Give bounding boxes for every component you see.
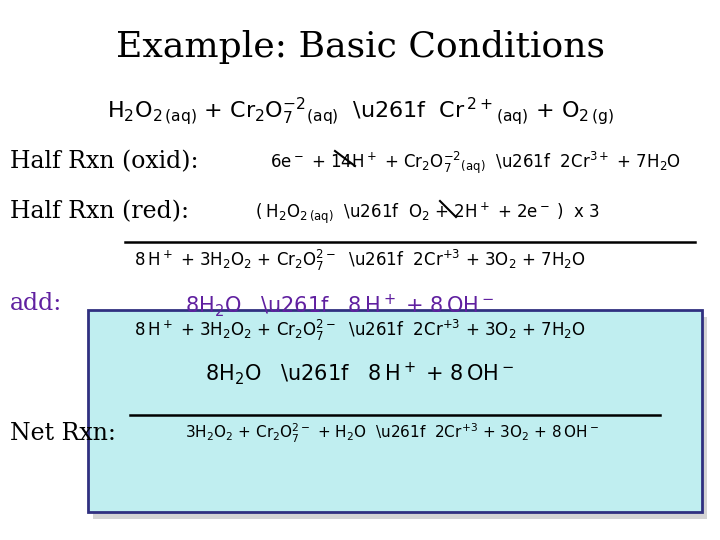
Text: $\mathsf{8H_2O}$   \u261f   $\mathsf{8\,H^+}$ $+$ $\mathsf{8\,OH^-}$: $\mathsf{8H_2O}$ \u261f $\mathsf{8\,H^+}… xyxy=(185,292,494,319)
Text: $( \; \mathsf{H_2O_{2\,(aq)}}$  \u261f  $\mathsf{O_2}$ $+$ $\mathsf{2H^+}$ $+$ $: $( \; \mathsf{H_2O_{2\,(aq)}}$ \u261f $\… xyxy=(255,200,600,226)
Text: $\mathsf{8H_2O}$   \u261f   $\mathsf{8\,H^+}$ $+$ $\mathsf{8\,OH^-}$: $\mathsf{8H_2O}$ \u261f $\mathsf{8\,H^+}… xyxy=(205,360,515,387)
Text: Net Rxn:: Net Rxn: xyxy=(10,422,116,445)
Text: add:: add: xyxy=(10,292,62,315)
Text: $\mathsf{H_2O_{2\,(aq)}}$ $+$ $\mathsf{Cr_2O_7^{-2}{}_{(aq)}}$  \u261f  $\mathsf: $\mathsf{H_2O_{2\,(aq)}}$ $+$ $\mathsf{C… xyxy=(107,95,613,127)
Text: Half Rxn (red):: Half Rxn (red): xyxy=(10,200,189,223)
Text: Example: Basic Conditions: Example: Basic Conditions xyxy=(115,30,605,64)
Text: $\mathsf{3H_2O_2}$ $+$ $\mathsf{Cr_2O_7^{2-}}$ $+$ $\mathsf{H_2O}$  \u261f  $\ma: $\mathsf{3H_2O_2}$ $+$ $\mathsf{Cr_2O_7^… xyxy=(185,422,599,445)
Text: $\mathsf{6e^-}$ $+$ $\mathsf{14H^+}$ $+$ $\mathsf{Cr_2O_7^{-2}{}_{(aq)}}$  \u261: $\mathsf{6e^-}$ $+$ $\mathsf{14H^+}$ $+$… xyxy=(270,150,681,176)
Text: $\mathsf{8\,H^+}$ $+$ $\mathsf{3H_2O_2}$ $+$ $\mathsf{Cr_2O_7^{2-}}$  \u261f  $\: $\mathsf{8\,H^+}$ $+$ $\mathsf{3H_2O_2}$… xyxy=(134,318,586,343)
FancyBboxPatch shape xyxy=(88,310,702,512)
FancyBboxPatch shape xyxy=(93,317,707,519)
Text: $\mathsf{8\,H^+}$ $+$ $\mathsf{3H_2O_2}$ $+$ $\mathsf{Cr_2O_7^{2-}}$  \u261f  $\: $\mathsf{8\,H^+}$ $+$ $\mathsf{3H_2O_2}$… xyxy=(134,248,586,273)
Text: Half Rxn (oxid):: Half Rxn (oxid): xyxy=(10,150,199,173)
